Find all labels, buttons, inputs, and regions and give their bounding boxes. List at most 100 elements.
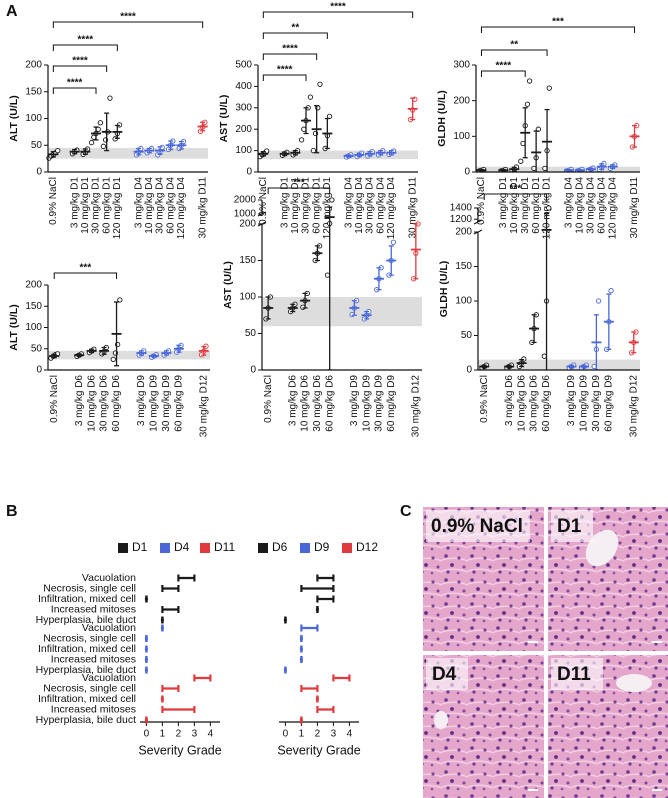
y-tick-label: 150: [455, 261, 472, 272]
x-tick-label: 60 mg/kg D1: [311, 177, 322, 234]
data-point: [110, 356, 116, 363]
x-tick-label: 4: [208, 729, 214, 740]
axis-break: [473, 219, 483, 225]
data-point: [310, 147, 317, 154]
x-tick-label: 60 mg/kg D4: [596, 177, 607, 234]
micrograph-label: D11: [557, 664, 591, 685]
x-tick-label: 120 mg/kg D1: [322, 177, 333, 240]
significance-label: ****: [120, 12, 136, 23]
x-tick-label: 60 mg/kg D9: [386, 375, 397, 432]
plot-area: [262, 197, 422, 370]
x-tick-label: 0.9% NaCl: [48, 177, 59, 225]
y-tick-label: 200: [455, 227, 472, 238]
data-point: [349, 311, 355, 318]
y-axis-label: GLDH (U/L): [438, 261, 450, 318]
y-tick-label: 50: [31, 140, 43, 151]
significance-label: ***: [80, 263, 92, 274]
x-tick-label: 0.9% NaCl: [263, 375, 274, 423]
legend-label: D9: [314, 540, 330, 554]
data-point: [97, 120, 104, 126]
plot-area: [476, 78, 640, 172]
significance-label: ***: [510, 184, 522, 195]
panel-label: B: [6, 503, 18, 520]
x-tick-label: 60 mg/kg D9: [603, 375, 614, 432]
x-tick-label: 10 mg/kg D4: [354, 177, 365, 234]
significance-label: **: [291, 23, 299, 34]
panel-label: A: [6, 3, 18, 20]
significance-bracket: [483, 193, 548, 200]
x-tick-label: 0: [144, 729, 150, 740]
x-tick-label: 2: [176, 729, 182, 740]
reference-band: [262, 297, 422, 327]
row-label: Infiltration, mixed cell: [38, 593, 136, 605]
y-tick-label: 100: [453, 131, 470, 142]
data-point: [100, 143, 107, 149]
significance-bracket: [52, 87, 97, 94]
y-tick-label: 150: [25, 86, 42, 97]
y-tick-label: 0: [464, 167, 470, 178]
data-point: [526, 78, 533, 84]
x-tick-label: 120 mg/kg D4: [176, 177, 187, 240]
row-label: Increased mitoses: [51, 603, 136, 615]
micrograph: 0.9% NaCl: [423, 507, 544, 651]
x-tick-label: 60 mg/kg D1: [101, 177, 112, 234]
x-tick-label: 10 mg/kg D9: [149, 375, 160, 432]
data-point: [524, 101, 531, 107]
x-tick-label: 1: [299, 729, 305, 740]
row-label: Vacuolation: [82, 572, 136, 584]
y-tick-label: 150: [239, 255, 256, 266]
y-tick-label: 100: [25, 322, 42, 333]
data-point: [608, 287, 614, 294]
x-tick-label: 10 mg/kg D9: [579, 375, 590, 432]
y-tick-label: 300: [235, 102, 252, 113]
x-tick-label: 60 mg/kg D1: [531, 177, 542, 234]
y-axis-label: GLDH (U/L): [436, 90, 448, 147]
reference-band: [258, 150, 418, 160]
data-point: [390, 239, 397, 245]
significance-label: ****: [72, 56, 88, 67]
x-tick-label: 0.9% NaCl: [49, 375, 60, 423]
reference-band: [48, 147, 208, 159]
x-tick-label: 30 mg/kg D6: [99, 375, 110, 432]
x-tick-label: 3 mg/kg D1: [279, 177, 290, 229]
plot-area: [48, 297, 210, 367]
data-point: [55, 147, 61, 154]
y-tick-label: 50: [31, 343, 43, 354]
y-tick-label: 0: [250, 365, 256, 376]
significance-label: ****: [78, 35, 94, 46]
y-tick-label: 200: [453, 95, 470, 106]
row-label: Necrosis, single cell: [43, 582, 136, 594]
x-tick-label: 10 mg/kg D9: [361, 375, 372, 432]
data-point: [107, 95, 113, 101]
data-point: [546, 85, 552, 91]
x-tick-label: 3: [331, 729, 337, 740]
x-tick-label: 30 mg/kg D4: [585, 177, 596, 234]
x-tick-label: 10 mg/kg D1: [290, 177, 301, 234]
data-point: [520, 140, 526, 147]
x-tick-label: 60 mg/kg D6: [324, 375, 335, 432]
x-tick-label: 30 mg/kg D4: [155, 177, 166, 234]
row-label: Necrosis, single cell: [43, 682, 136, 694]
y-tick-label: 1400: [450, 203, 473, 214]
reference-band: [48, 350, 210, 360]
x-tick-label: 0.9% NaCl: [476, 177, 487, 225]
y-tick-label: 1200: [450, 214, 473, 225]
y-tick-label: 50: [245, 328, 257, 339]
row-label: Infiltration, mixed cell: [38, 643, 136, 655]
data-point: [298, 137, 305, 143]
data-point: [546, 205, 552, 211]
y-tick-label: 400: [235, 81, 252, 92]
plot-area: [46, 95, 208, 161]
x-tick-label: 30 mg/kg D6: [312, 375, 323, 432]
x-tick-label: 30 mg/kg D11: [197, 177, 208, 239]
x-tick-label: 10 mg/kg D4: [144, 177, 155, 234]
y-tick-label: 100: [455, 296, 472, 307]
legend-swatch: [160, 543, 170, 553]
x-tick-label: 3 mg/kg D9: [136, 375, 147, 427]
significance-bracket: [262, 11, 414, 18]
data-point: [317, 81, 323, 87]
x-tick-label: 3 mg/kg D1: [498, 177, 509, 229]
micrograph-label: 0.9% NaCl: [431, 516, 523, 537]
row-label: Hyperplasia, bile duct: [36, 664, 136, 676]
row-label: Increased mitoses: [51, 653, 136, 665]
